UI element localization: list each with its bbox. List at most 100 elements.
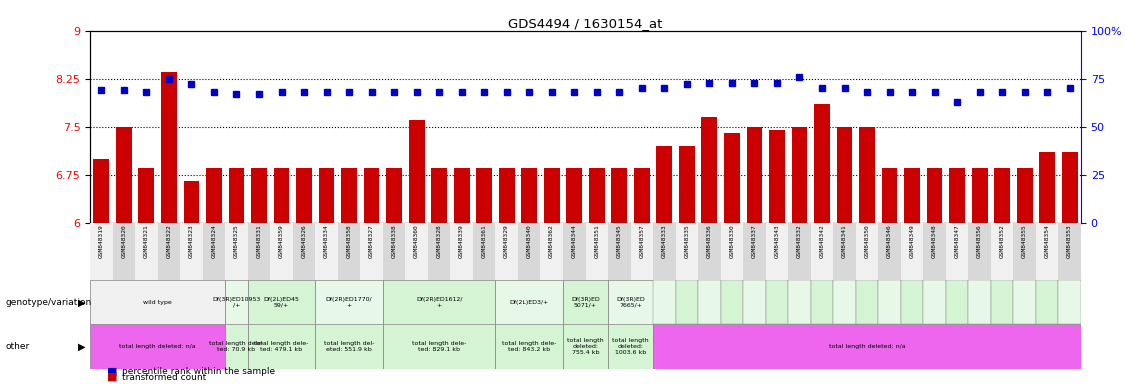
Bar (495, 223, 518, 282)
Bar (563, 280, 608, 324)
Bar (135, 223, 158, 282)
Bar (923, 223, 946, 282)
Text: total length
deleted:
755.4 kb: total length deleted: 755.4 kb (568, 338, 604, 355)
Bar (450, 223, 473, 282)
Bar (476, 168, 492, 223)
Text: genotype/variation: genotype/variation (6, 298, 92, 307)
Text: Df(2L)ED45
59/+: Df(2L)ED45 59/+ (263, 297, 300, 308)
Bar (994, 168, 1010, 223)
Bar (698, 280, 721, 324)
Bar (93, 159, 109, 223)
Bar (563, 324, 608, 369)
Bar (473, 223, 495, 282)
Bar (586, 223, 608, 282)
Text: GSM848341: GSM848341 (842, 225, 847, 258)
Text: ■: ■ (107, 372, 117, 382)
Text: Df(3R)ED
5071/+: Df(3R)ED 5071/+ (571, 297, 600, 308)
Bar (248, 280, 315, 324)
Bar (180, 223, 203, 282)
Bar (251, 168, 267, 223)
Bar (698, 223, 721, 282)
Text: GSM848322: GSM848322 (167, 225, 171, 258)
Bar (701, 117, 717, 223)
Bar (1013, 280, 1036, 324)
Text: GSM848344: GSM848344 (572, 225, 577, 258)
Bar (608, 324, 653, 369)
Bar (90, 280, 225, 324)
Bar (454, 168, 470, 223)
Bar (946, 223, 968, 282)
Bar (724, 133, 740, 223)
Bar (116, 127, 132, 223)
Text: Df(3R)ED
7665/+: Df(3R)ED 7665/+ (616, 297, 645, 308)
Text: GSM848337: GSM848337 (752, 225, 757, 258)
Bar (653, 223, 676, 282)
Bar (1058, 223, 1081, 282)
Text: GSM848339: GSM848339 (459, 225, 464, 258)
Bar (161, 72, 177, 223)
Text: GSM848361: GSM848361 (482, 225, 486, 258)
Bar (158, 223, 180, 282)
Text: GSM848324: GSM848324 (212, 225, 216, 258)
Bar (341, 168, 357, 223)
Bar (811, 223, 833, 282)
Bar (946, 280, 968, 324)
Text: GSM848330: GSM848330 (730, 225, 734, 258)
Text: ▶: ▶ (79, 341, 86, 352)
Text: GSM848327: GSM848327 (369, 225, 374, 258)
Text: total length del-
eted: 551.9 kb: total length del- eted: 551.9 kb (324, 341, 374, 352)
Text: GSM848335: GSM848335 (685, 225, 689, 258)
Bar (563, 223, 586, 282)
Bar (1036, 223, 1058, 282)
Text: GSM848362: GSM848362 (549, 225, 554, 258)
Bar (495, 280, 563, 324)
Text: GSM848356: GSM848356 (977, 225, 982, 258)
Bar (1058, 280, 1081, 324)
Bar (788, 280, 811, 324)
Bar (383, 280, 495, 324)
Bar (811, 280, 833, 324)
Text: GSM848349: GSM848349 (910, 225, 914, 258)
Bar (968, 280, 991, 324)
Text: GSM848320: GSM848320 (122, 225, 126, 258)
Bar (315, 280, 383, 324)
Text: GSM848331: GSM848331 (257, 225, 261, 258)
Bar (656, 146, 672, 223)
Text: GSM848332: GSM848332 (797, 225, 802, 258)
Bar (225, 280, 248, 324)
Bar (721, 280, 743, 324)
Bar (566, 168, 582, 223)
Bar (833, 280, 856, 324)
Text: transformed count: transformed count (122, 373, 206, 382)
Bar (296, 168, 312, 223)
Text: GSM848360: GSM848360 (414, 225, 419, 258)
Text: GSM848359: GSM848359 (279, 225, 284, 258)
Bar (721, 223, 743, 282)
Text: total length
deleted:
1003.6 kb: total length deleted: 1003.6 kb (613, 338, 649, 355)
Bar (634, 168, 650, 223)
Bar (386, 168, 402, 223)
Bar (138, 168, 154, 223)
Text: total length deleted: n/a: total length deleted: n/a (119, 344, 196, 349)
Bar (1039, 152, 1055, 223)
Bar (521, 168, 537, 223)
Text: GSM848340: GSM848340 (527, 225, 531, 258)
Bar (611, 168, 627, 223)
Bar (90, 324, 225, 369)
Text: GSM848325: GSM848325 (234, 225, 239, 258)
Bar (882, 168, 897, 223)
Bar (248, 223, 270, 282)
Text: total length deleted: n/a: total length deleted: n/a (829, 344, 905, 349)
Bar (837, 127, 852, 223)
Bar (679, 146, 695, 223)
Bar (338, 223, 360, 282)
Text: GSM848321: GSM848321 (144, 225, 149, 258)
Text: GSM848329: GSM848329 (504, 225, 509, 258)
Bar (315, 223, 338, 282)
Text: percentile rank within the sample: percentile rank within the sample (122, 367, 275, 376)
Text: GSM848348: GSM848348 (932, 225, 937, 258)
Bar (499, 168, 515, 223)
Text: GSM848355: GSM848355 (1022, 225, 1027, 258)
Bar (878, 280, 901, 324)
Text: GSM848352: GSM848352 (1000, 225, 1004, 258)
